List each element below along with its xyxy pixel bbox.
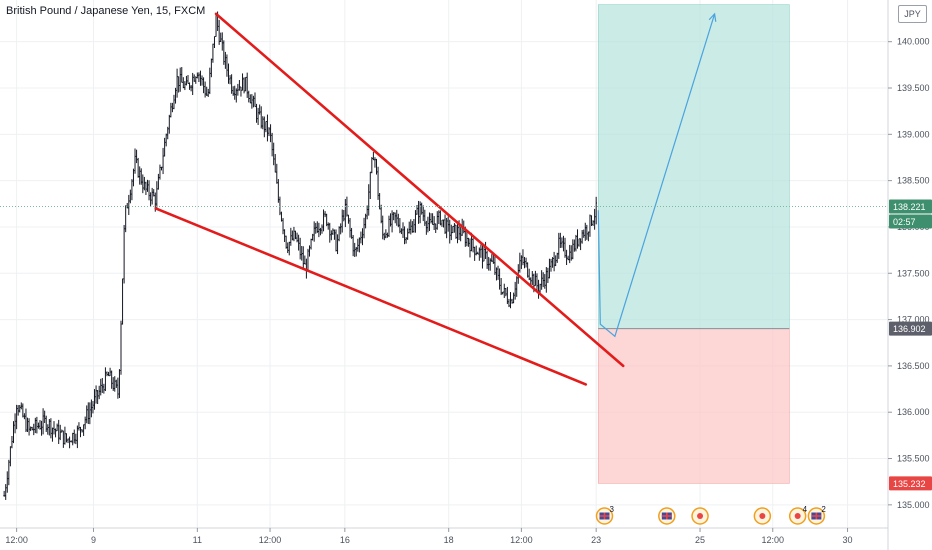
- price-tick-label: 135.000: [897, 500, 930, 510]
- price-tick-label: 139.500: [897, 83, 930, 93]
- price-tag-text: 136.902: [893, 324, 926, 334]
- time-tick-label: 18: [444, 535, 454, 545]
- projection-arrow: [597, 12, 717, 338]
- time-tick-label: 12:00: [761, 535, 784, 545]
- event-count: 2: [821, 505, 826, 514]
- risk-reward-zones: [597, 4, 790, 484]
- price-tag-text: 135.232: [893, 479, 926, 489]
- time-tick-label: 23: [591, 535, 601, 545]
- price-tick-label: 135.500: [897, 454, 930, 464]
- price-tick-label: 140.000: [897, 37, 930, 47]
- trend-lines: [154, 12, 625, 386]
- event-count: 3: [609, 505, 614, 514]
- time-axis: 12:00 9 11 12:00 16 18 12:00 23 25 12:00 30: [0, 527, 888, 545]
- price-tick-label: 137.500: [897, 268, 930, 278]
- price-tags: 138.221 02:57 136.902 135.232: [0, 199, 932, 491]
- price-tick-label: 136.500: [897, 361, 930, 371]
- event-dot-icon: [759, 513, 766, 519]
- lower-trend-line: [154, 207, 588, 386]
- price-series: [3, 11, 597, 500]
- price-tick-label: 138.500: [897, 176, 930, 186]
- price-axis: 135.000 135.500 136.000 136.500 137.000 137.5…: [887, 0, 930, 550]
- time-tick-label: 11: [193, 535, 202, 545]
- time-tick-label: 12:00: [259, 535, 282, 545]
- price-tag-current: [889, 214, 932, 229]
- price-tag-stop: [889, 476, 932, 491]
- upper-trend-line: [214, 12, 625, 368]
- price-tick-label: 136.000: [897, 407, 930, 417]
- target-zone: [597, 4, 790, 329]
- time-tick-label: 9: [91, 535, 96, 545]
- stop-zone: [597, 328, 790, 484]
- price-tag-entry: [889, 321, 932, 336]
- time-tick-label: 12:00: [5, 535, 28, 545]
- event-dot-icon: [697, 513, 704, 519]
- event-dot-icon: [794, 513, 801, 519]
- chart-title: British Pound / Japanese Yen, 15, FXCM: [6, 5, 206, 17]
- projection-path: [597, 13, 716, 338]
- time-tick-label: 30: [843, 535, 853, 545]
- time-tick-label: 25: [695, 535, 705, 545]
- economic-events: 3 4 2: [595, 505, 826, 525]
- currency-badge[interactable]: JPY: [898, 5, 927, 23]
- event-count: 4: [803, 505, 808, 514]
- projection-arrowhead: [708, 12, 717, 22]
- time-tick-label: 16: [340, 535, 350, 545]
- price-tag-current: [889, 199, 932, 214]
- price-tick-label: 139.000: [897, 129, 930, 139]
- price-tag-text: 138.221: [893, 202, 926, 212]
- price-tick-label: 137.000: [897, 315, 930, 325]
- time-tick-label: 12:00: [510, 535, 533, 545]
- price-tag-text: 02:57: [893, 217, 916, 227]
